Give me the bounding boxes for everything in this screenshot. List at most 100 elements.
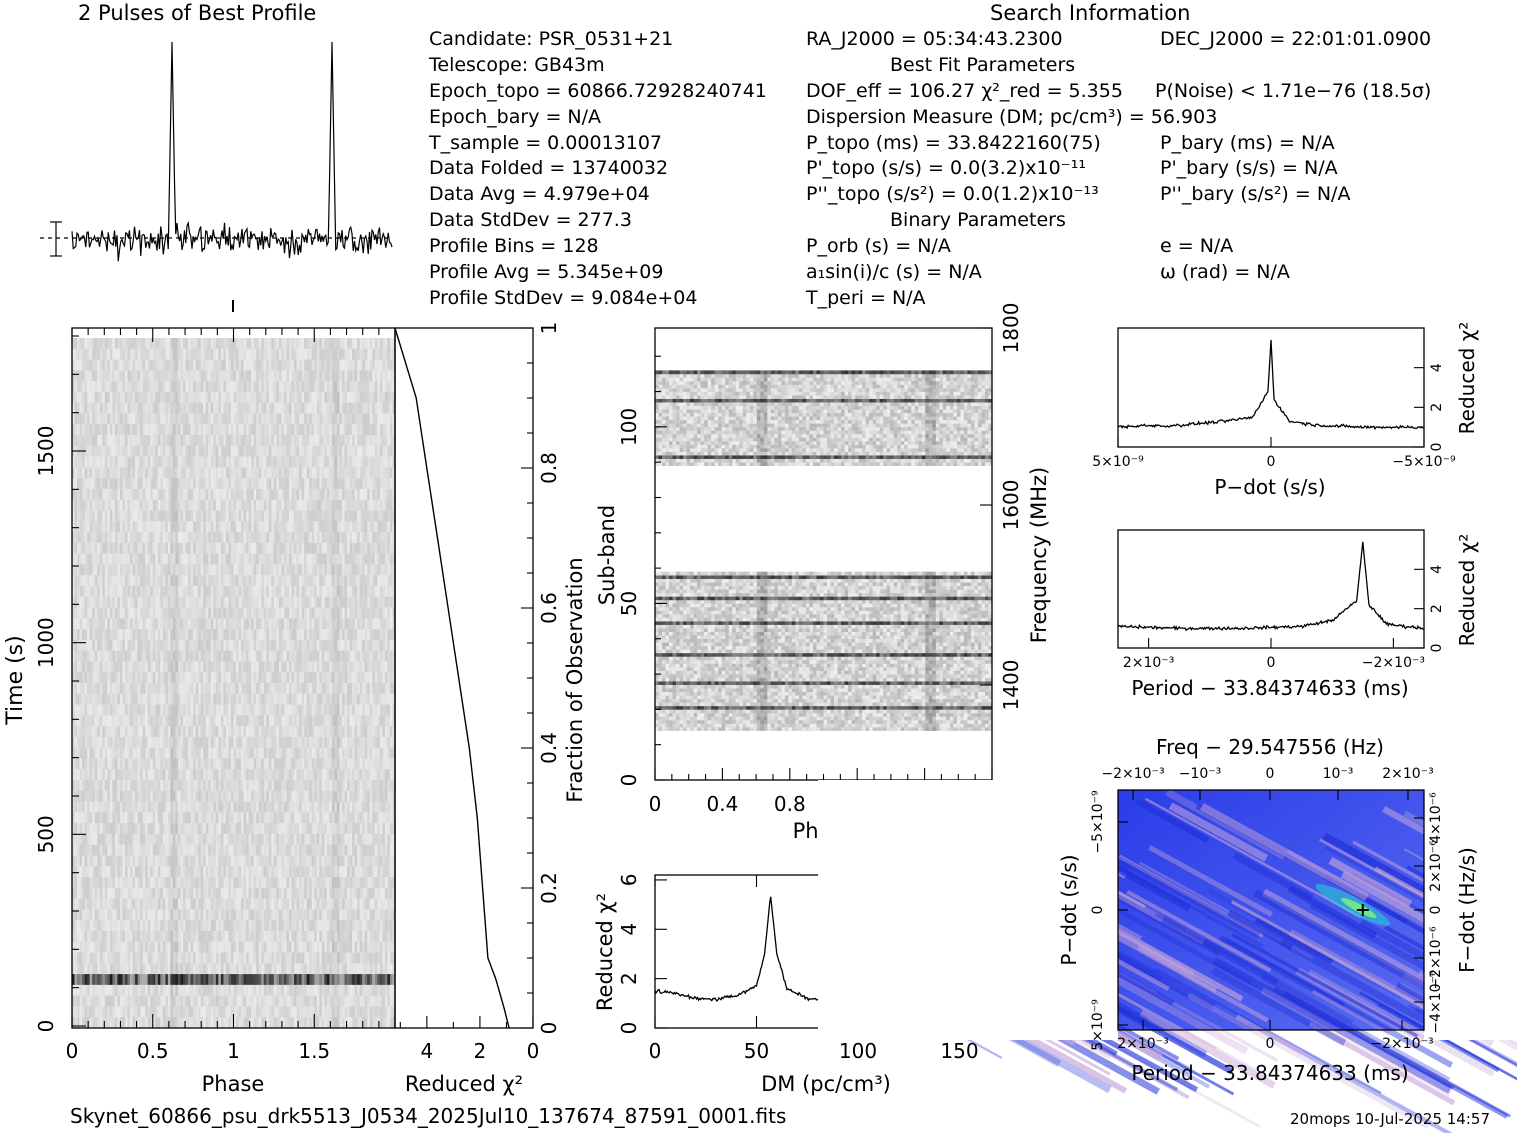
heatmap-cell	[183, 715, 186, 727]
heatmap-cell	[382, 478, 386, 490]
heatmap-cell	[359, 532, 363, 544]
heatmap-cell	[228, 726, 232, 738]
heatmap-cell	[256, 402, 260, 414]
heatmap-cell	[130, 661, 133, 673]
heatmap-cell	[208, 629, 212, 641]
heatmap-cell	[253, 402, 257, 414]
heatmap-cell	[89, 381, 93, 393]
heatmap-cell	[200, 542, 204, 555]
heatmap-cell	[223, 521, 227, 533]
heatmap-cell	[359, 736, 363, 749]
heatmap-cell	[291, 736, 295, 749]
heatmap-cell	[109, 402, 113, 414]
heatmap-cell	[319, 532, 323, 544]
heatmap-cell	[291, 478, 295, 490]
heatmap-cell	[369, 672, 373, 684]
heatmap-cell	[362, 715, 366, 727]
heatmap-cell	[97, 402, 101, 414]
heatmap-cell	[316, 391, 320, 404]
heatmap-cell	[213, 445, 217, 457]
heatmap-cell	[190, 402, 194, 414]
heatmap-cell	[127, 726, 131, 738]
heatmap-cell	[117, 348, 121, 360]
heatmap-cell	[102, 467, 106, 479]
heatmap-cell	[367, 715, 371, 727]
heatmap-cell	[162, 381, 166, 393]
heatmap-cell	[299, 359, 303, 371]
heatmap-cell	[268, 542, 272, 555]
heatmap-cell	[377, 456, 381, 468]
heatmap-cell	[152, 348, 156, 360]
heatmap-cell	[324, 553, 328, 565]
heatmap-cell	[167, 338, 171, 350]
heatmap-cell	[354, 488, 358, 501]
heatmap-cell	[137, 435, 141, 447]
heatmap-cell	[309, 488, 313, 501]
heatmap-cell	[99, 553, 103, 565]
heatmap-cell	[301, 575, 305, 587]
heatmap-cell	[268, 381, 272, 393]
heatmap-cell	[241, 413, 244, 425]
heatmap-cell	[155, 639, 159, 652]
heatmap-cell	[384, 478, 388, 490]
heatmap-cell	[392, 413, 396, 425]
heatmap-cell	[165, 338, 169, 350]
heatmap-cell	[172, 704, 176, 716]
heatmap-cell	[331, 510, 335, 522]
heatmap-cell	[372, 488, 376, 501]
heatmap-cell	[389, 391, 393, 404]
heatmap-cell	[135, 424, 139, 436]
heatmap-cell	[321, 467, 325, 479]
heatmap-cell	[384, 585, 388, 598]
heatmap-cell	[145, 553, 149, 565]
heatmap-cell	[104, 585, 108, 598]
heatmap-cell	[205, 348, 209, 360]
heatmap-cell	[326, 650, 330, 662]
heatmap-cell	[112, 704, 116, 716]
heatmap-cell	[369, 456, 373, 468]
heatmap-cell	[107, 435, 111, 447]
heatmap-cell	[162, 359, 166, 371]
heatmap-cell	[261, 596, 265, 608]
heatmap-cell	[349, 424, 353, 436]
heatmap-cell	[387, 618, 391, 630]
heatmap-cell	[329, 413, 333, 425]
heatmap-cell	[210, 607, 214, 619]
heatmap-cell	[261, 391, 265, 404]
heatmap-cell	[152, 607, 156, 619]
heatmap-cell	[271, 672, 275, 684]
heatmap-cell	[324, 467, 328, 479]
heatmap-cell	[170, 510, 174, 522]
heatmap-cell	[205, 672, 209, 684]
heatmap-cell	[218, 338, 222, 350]
heatmap-cell	[203, 693, 207, 705]
heatmap-cell	[311, 510, 315, 522]
heatmap-cell	[359, 542, 363, 555]
heatmap-cell	[208, 499, 212, 511]
heatmap-cell	[205, 359, 209, 371]
heatmap-cell	[339, 726, 343, 738]
heatmap-cell	[132, 618, 136, 630]
heatmap-cell	[107, 424, 111, 436]
heatmap-cell	[266, 607, 270, 619]
heatmap-cell	[102, 650, 106, 662]
heatmap-cell	[140, 715, 144, 727]
heatmap-cell	[258, 445, 262, 457]
heatmap-cell	[142, 672, 146, 684]
heatmap-cell	[241, 629, 244, 641]
heatmap-cell	[278, 521, 282, 533]
heatmap-cell	[369, 704, 373, 716]
heatmap-cell	[79, 618, 83, 630]
heatmap-cell	[183, 704, 186, 716]
heatmap-cell	[215, 510, 219, 522]
heatmap-cell	[225, 359, 229, 371]
heatmap-cell	[354, 618, 358, 630]
heatmap-cell	[273, 629, 277, 641]
heatmap-cell	[183, 391, 186, 404]
heatmap-cell	[256, 542, 260, 555]
heatmap-cell	[84, 704, 88, 716]
heatmap-cell	[223, 607, 227, 619]
heatmap-cell	[92, 736, 96, 749]
heatmap-cell	[324, 488, 328, 501]
heatmap-cell	[379, 521, 383, 533]
